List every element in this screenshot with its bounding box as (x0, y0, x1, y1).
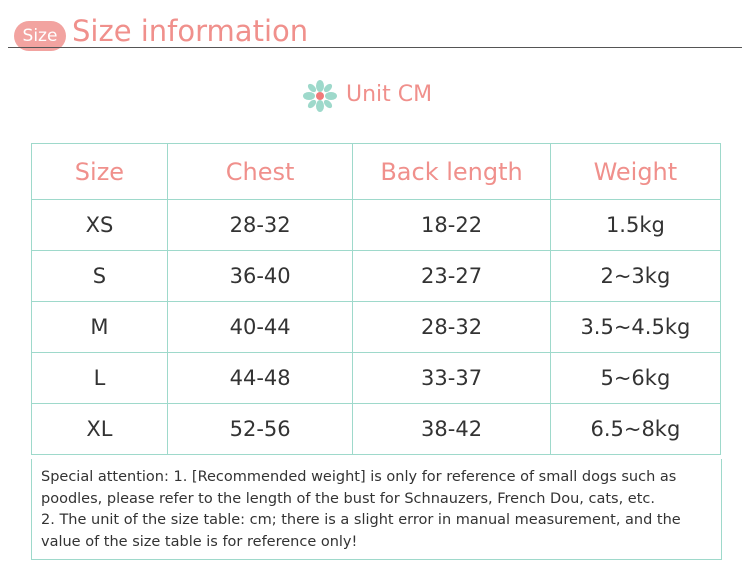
table-cell: Weight (549, 143, 722, 200)
table-row: XS 28-32 18-22 1.5kg (31, 199, 722, 251)
title: Size information (72, 14, 309, 48)
table-cell: 52-56 (166, 403, 354, 455)
table-cell: Size (31, 143, 168, 200)
table-cell: 38-42 (352, 403, 551, 455)
table-cell: 44-48 (166, 352, 354, 404)
table-cell: Back length (352, 143, 551, 200)
table-row: M 40-44 28-32 3.5~4.5kg (31, 301, 722, 353)
table-cell: Chest (166, 143, 354, 200)
table-cell: 18-22 (352, 199, 551, 251)
table-cell: 6.5~8kg (549, 403, 722, 455)
table-cell: 1.5kg (549, 199, 722, 251)
note-line: Special attention: 1. [Recommended weigh… (41, 469, 677, 507)
table-cell: 36-40 (166, 250, 354, 302)
table-cell: 3.5~4.5kg (549, 301, 722, 353)
size-table: Size Chest Back length Weight XS 28-32 18-22 1.… (31, 143, 722, 455)
table-cell: 2~3kg (549, 250, 722, 302)
rule (8, 47, 742, 48)
table-cell: 5~6kg (549, 352, 722, 404)
table-row: XL 52-56 38-42 6.5~8kg (31, 403, 722, 455)
table-cell: XL (31, 403, 168, 455)
table-row: S 36-40 23-27 2~3kg (31, 250, 722, 302)
badge: Size (14, 21, 66, 51)
table-cell: S (31, 250, 168, 302)
note: Special attention: 1. [Recommended weigh… (31, 459, 722, 560)
table-cell: L (31, 352, 168, 404)
table-cell: 28-32 (352, 301, 551, 353)
note-line: 2. The unit of the size table: cm; there… (41, 512, 681, 550)
table-cell: XS (31, 199, 168, 251)
table-cell: 28-32 (166, 199, 354, 251)
flower-icon (303, 80, 337, 112)
table-row: L 44-48 33-37 5~6kg (31, 352, 722, 404)
table-cell: 40-44 (166, 301, 354, 353)
table-cell: 33-37 (352, 352, 551, 404)
table-cell: M (31, 301, 168, 353)
table-row: Size Chest Back length Weight (31, 143, 722, 200)
table-cell: 23-27 (352, 250, 551, 302)
unit-label: Unit CM (346, 82, 433, 107)
